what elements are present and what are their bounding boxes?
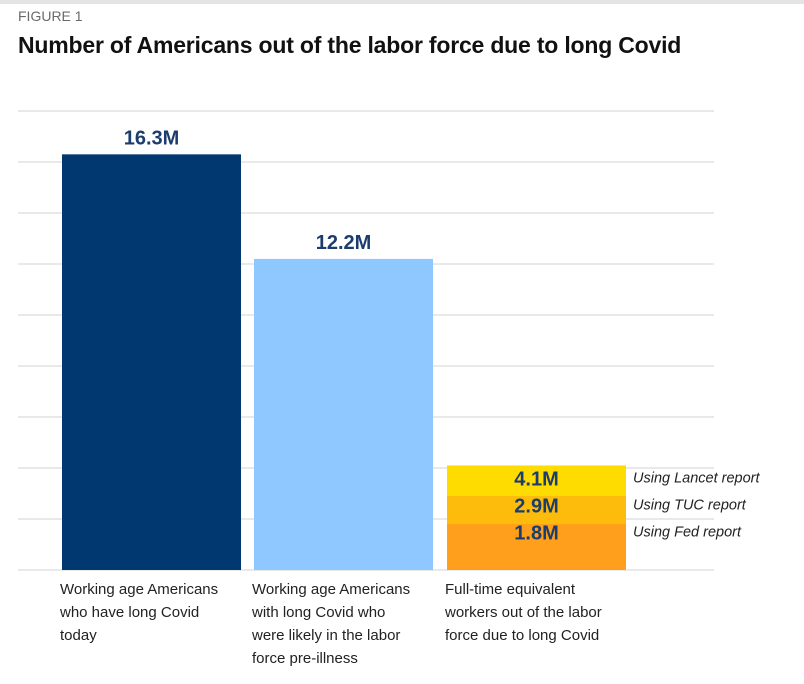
estimate-note: Using Lancet report xyxy=(633,470,761,486)
category-label-line: Working age Americans xyxy=(60,581,219,598)
bar xyxy=(62,154,241,570)
category-label: Working age Americans who have long Covid… xyxy=(60,578,250,647)
category-label-line: force due to long Covid xyxy=(445,627,600,644)
category-label-line: Full-time equivalent xyxy=(445,581,576,598)
estimate-value-label: 1.8M xyxy=(514,522,558,544)
category-label-line: force pre-illness xyxy=(252,650,358,667)
estimate-bar xyxy=(447,524,626,570)
estimate-note: Using TUC report xyxy=(633,497,747,513)
estimate-value-label: 4.1M xyxy=(514,468,558,490)
figure-label: FIGURE 1 xyxy=(18,8,83,24)
category-label-line: Working age Americans xyxy=(252,581,411,598)
bar xyxy=(254,258,433,570)
chart-title: Number of Americans out of the labor for… xyxy=(18,32,682,58)
estimate-note: Using Fed report xyxy=(633,524,742,540)
category-label: Full-time equivalent workers out of the l… xyxy=(445,578,635,647)
category-label-line: workers out of the labor xyxy=(445,604,602,621)
category-label-line: who have long Covid xyxy=(60,604,200,621)
estimate-value-label: 2.9M xyxy=(514,495,558,517)
category-label: Working age Americans with long Covid who… xyxy=(252,578,442,670)
bar-value-label: 16.3M xyxy=(124,127,180,149)
category-label-line: were likely in the labor xyxy=(252,627,401,644)
top-border xyxy=(0,0,804,4)
bar-value-label: 12.2M xyxy=(316,232,372,254)
category-label-line: today xyxy=(60,627,97,644)
category-label-line: with long Covid who xyxy=(252,604,386,621)
